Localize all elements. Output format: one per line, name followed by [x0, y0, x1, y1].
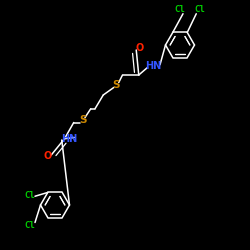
Text: HN: HN — [60, 134, 77, 144]
Text: Cl: Cl — [194, 6, 205, 15]
Text: Cl: Cl — [24, 190, 36, 200]
Text: HN: HN — [146, 61, 162, 71]
Text: Cl: Cl — [24, 220, 36, 230]
Text: Cl: Cl — [174, 6, 186, 15]
Text: O: O — [44, 151, 52, 161]
Text: S: S — [112, 80, 120, 90]
Text: S: S — [79, 115, 86, 125]
Text: O: O — [135, 43, 143, 53]
